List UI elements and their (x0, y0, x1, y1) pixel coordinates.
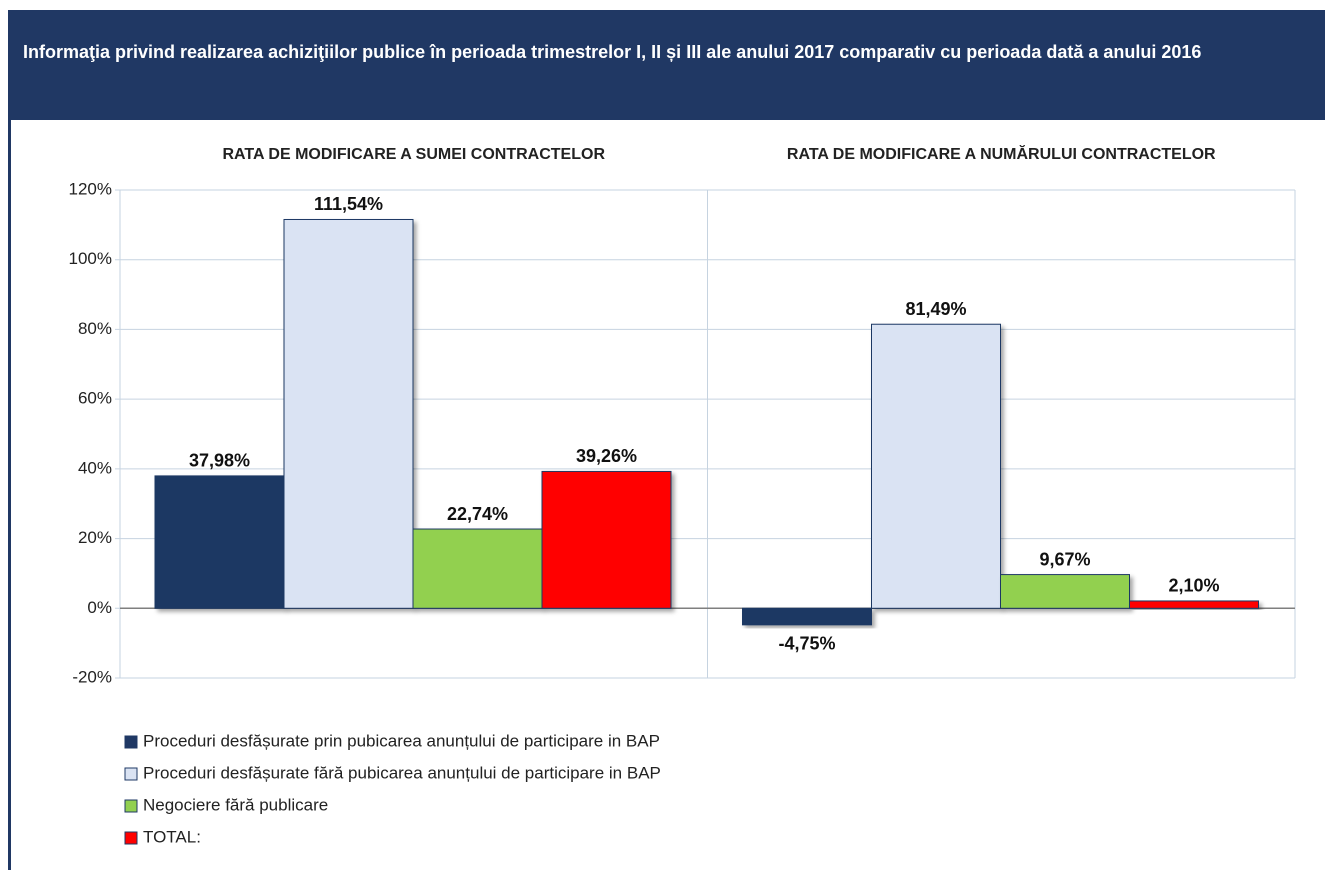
data-label: -4,75% (778, 634, 835, 654)
bar (742, 607, 872, 626)
y-tick-label: 80% (78, 319, 112, 338)
left-border (8, 120, 11, 870)
legend-swatch (124, 799, 138, 813)
data-label: 22,74% (447, 504, 508, 524)
bar (1129, 600, 1259, 609)
bar (412, 528, 543, 609)
y-tick-label: 120% (69, 179, 112, 198)
y-tick-label: 20% (78, 528, 112, 547)
bar (871, 323, 1001, 609)
bar (154, 475, 285, 609)
category-label: RATA DE MODIFICARE A SUMEI CONTRACTELOR (223, 146, 606, 163)
y-tick-label: 40% (78, 458, 112, 477)
legend-label: Negociere fără publicare (143, 795, 328, 814)
legend-swatch (124, 767, 138, 781)
legend-swatch (124, 735, 138, 749)
y-tick-label: 100% (69, 249, 112, 268)
y-tick-label: -20% (72, 667, 112, 686)
y-tick-label: 60% (78, 389, 112, 408)
data-label: 111,54% (314, 194, 383, 214)
category-label: RATA DE MODIFICARE A NUMĂRULUI CONTRACTE… (787, 144, 1216, 163)
title-banner: Informaţia privind realizarea achiziţiil… (8, 10, 1325, 120)
legend-label: Proceduri desfășurate fără pubicarea anu… (143, 763, 661, 782)
data-label: 81,49% (905, 299, 966, 319)
bar (541, 470, 672, 609)
data-label: 2,10% (1168, 576, 1219, 596)
legend-label: TOTAL: (143, 827, 201, 846)
bar (1000, 574, 1130, 609)
legend-swatch (124, 831, 138, 845)
data-label: 37,98% (189, 451, 250, 471)
y-tick-label: 0% (87, 598, 112, 617)
bar (283, 218, 414, 609)
legend-label: Proceduri desfășurate prin pubicarea anu… (143, 731, 660, 750)
data-label: 9,67% (1039, 549, 1090, 569)
chart-title: Informaţia privind realizarea achiziţiil… (23, 42, 1202, 62)
data-label: 39,26% (576, 446, 637, 466)
